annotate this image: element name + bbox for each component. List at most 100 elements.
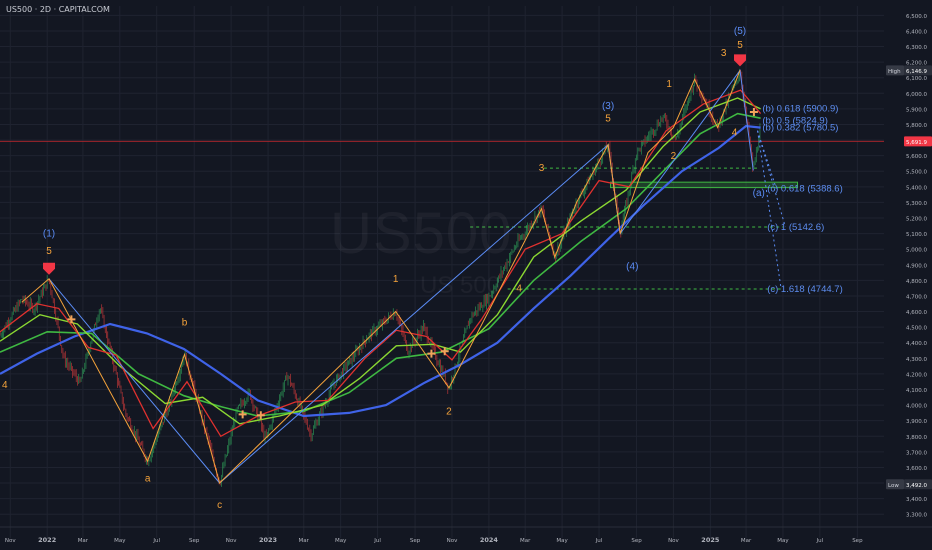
wave-label-edge: 4: [2, 380, 8, 391]
price-tick-label: 3,700.0: [906, 450, 927, 456]
price-tick-label: 4,700.0: [906, 294, 927, 300]
cross-marker: [749, 108, 758, 117]
wave-label: (a): [753, 188, 765, 199]
price-tick-label: 5,300.0: [906, 201, 927, 207]
price-tick-label: 4,500.0: [906, 326, 927, 332]
fib-level-label: (c) 0.618 (5388.6): [767, 184, 843, 195]
price-tick-label: 4,300.0: [906, 357, 927, 363]
time-tick-label: 2024: [480, 536, 499, 544]
projection-line: [757, 130, 782, 290]
price-tick-label: 4,100.0: [906, 388, 927, 394]
time-tick-label: Mar: [299, 538, 310, 544]
price-tick-label: 5,000.0: [906, 248, 927, 254]
projection-lines: [757, 130, 786, 290]
fib-level-label: (b) 0.618 (5900.9): [762, 104, 838, 115]
fib-level-label: (b) 0.382 (5780.5): [762, 123, 838, 134]
price-tick-label: 3,400.0: [906, 497, 927, 503]
price-tick-label: 4,800.0: [906, 279, 927, 285]
price-badge-bg: [904, 65, 932, 76]
time-tick-label: May: [556, 538, 568, 544]
chart-markers: [43, 54, 758, 420]
price-badge-label: Low: [888, 483, 899, 489]
time-tick-label: Mar: [741, 538, 752, 544]
time-tick-label: May: [777, 538, 789, 544]
price-tick-label: 4,600.0: [906, 310, 927, 316]
price-tick-label: 6,200.0: [906, 61, 927, 67]
time-tick-label: May: [114, 538, 126, 544]
time-tick-label: Nov: [668, 538, 679, 544]
price-tick-label: 6,400.0: [906, 29, 927, 35]
wave-label: 3: [721, 48, 727, 59]
time-tick-label: May: [335, 538, 347, 544]
ma-blue-line: [0, 124, 761, 418]
price-badge-label-bg: [886, 479, 904, 490]
cross-marker: [238, 410, 247, 419]
price-badge-label-bg: [886, 65, 904, 76]
price-tick-label: 5,800.0: [906, 123, 927, 129]
wave-label: a: [145, 473, 151, 484]
price-badge-bg: [904, 136, 932, 147]
price-tick-label: 6,000.0: [906, 92, 927, 98]
cross-marker: [440, 347, 449, 356]
price-tick-label: 3,800.0: [906, 435, 927, 441]
time-tick-label: Jul: [373, 538, 381, 544]
price-badge-value: 3,492.0: [906, 483, 927, 489]
price-tick-label: 5,500.0: [906, 170, 927, 176]
time-tick-label: 2025: [701, 536, 720, 544]
level-lines: [0, 140, 884, 290]
price-tick-label: 6,500.0: [906, 14, 927, 20]
fib-level-label: (b) 0.5 (5824.9): [762, 116, 827, 127]
wave-label: 5: [605, 113, 611, 124]
price-tick-label: 4,400.0: [906, 341, 927, 347]
time-tick-label: Mar: [78, 538, 89, 544]
time-tick-label: Jul: [595, 538, 603, 544]
wave-label: 2: [446, 406, 452, 417]
time-tick-label: 2023: [259, 536, 277, 544]
cross-marker: [67, 315, 76, 324]
time-tick-label: Sep: [852, 538, 863, 544]
time-tick-label: Nov: [447, 538, 458, 544]
price-badge-bg: [904, 479, 932, 490]
wave-label: 2: [671, 151, 677, 162]
fib-level-label: (c) 1.618 (4744.7): [767, 284, 843, 295]
wave-label: 4: [516, 283, 522, 294]
price-badge-label: High: [888, 69, 901, 75]
wave-label: (1): [43, 229, 55, 240]
time-tick-label: Jul: [152, 538, 160, 544]
cross-marker: [427, 349, 436, 358]
wave-label: (3): [602, 101, 614, 112]
red-arrow-marker: [733, 54, 746, 67]
wave-label: 5: [737, 40, 743, 51]
price-tick-label: 6,100.0: [906, 76, 927, 82]
time-tick-label: Nov: [226, 538, 237, 544]
ma-green-line: [0, 97, 761, 425]
wave-label: b: [182, 318, 188, 329]
price-badge-value: 5,691.9: [906, 140, 927, 146]
time-tick-label: Jul: [816, 538, 824, 544]
symbol-title[interactable]: US500 · 2D · CAPITALCOM: [6, 5, 110, 14]
price-tick-label: 4,000.0: [906, 404, 927, 410]
price-tick-label: 6,300.0: [906, 45, 927, 51]
price-tick-label: 5,900.0: [906, 107, 927, 113]
fib-level-label: (c) 1 (5142.6): [767, 222, 824, 233]
time-tick-label: Sep: [189, 538, 200, 544]
price-badge-value: 6,146.9: [906, 69, 927, 75]
time-tick-label: Sep: [631, 538, 642, 544]
price-tick-label: 3,900.0: [906, 419, 927, 425]
price-tick-label: 5,100.0: [906, 232, 927, 238]
wave-label: (4): [626, 261, 638, 272]
price-tick-label: 3,600.0: [906, 466, 927, 472]
projection-line: [757, 130, 786, 228]
wave-label: c: [217, 500, 222, 511]
red-arrow-marker: [43, 262, 56, 275]
wave-label: (5): [734, 26, 746, 37]
price-tick-label: 3,300.0: [906, 513, 927, 519]
wave-label: 1: [666, 79, 672, 90]
price-tick-label: 5,600.0: [906, 154, 927, 160]
wave-label: 1: [393, 274, 399, 285]
time-axis: Nov 2022 Mar May Jul Sep Nov 2023 Mar May Jul Sep No…: [0, 526, 932, 544]
price-tick-label: 5,400.0: [906, 185, 927, 191]
